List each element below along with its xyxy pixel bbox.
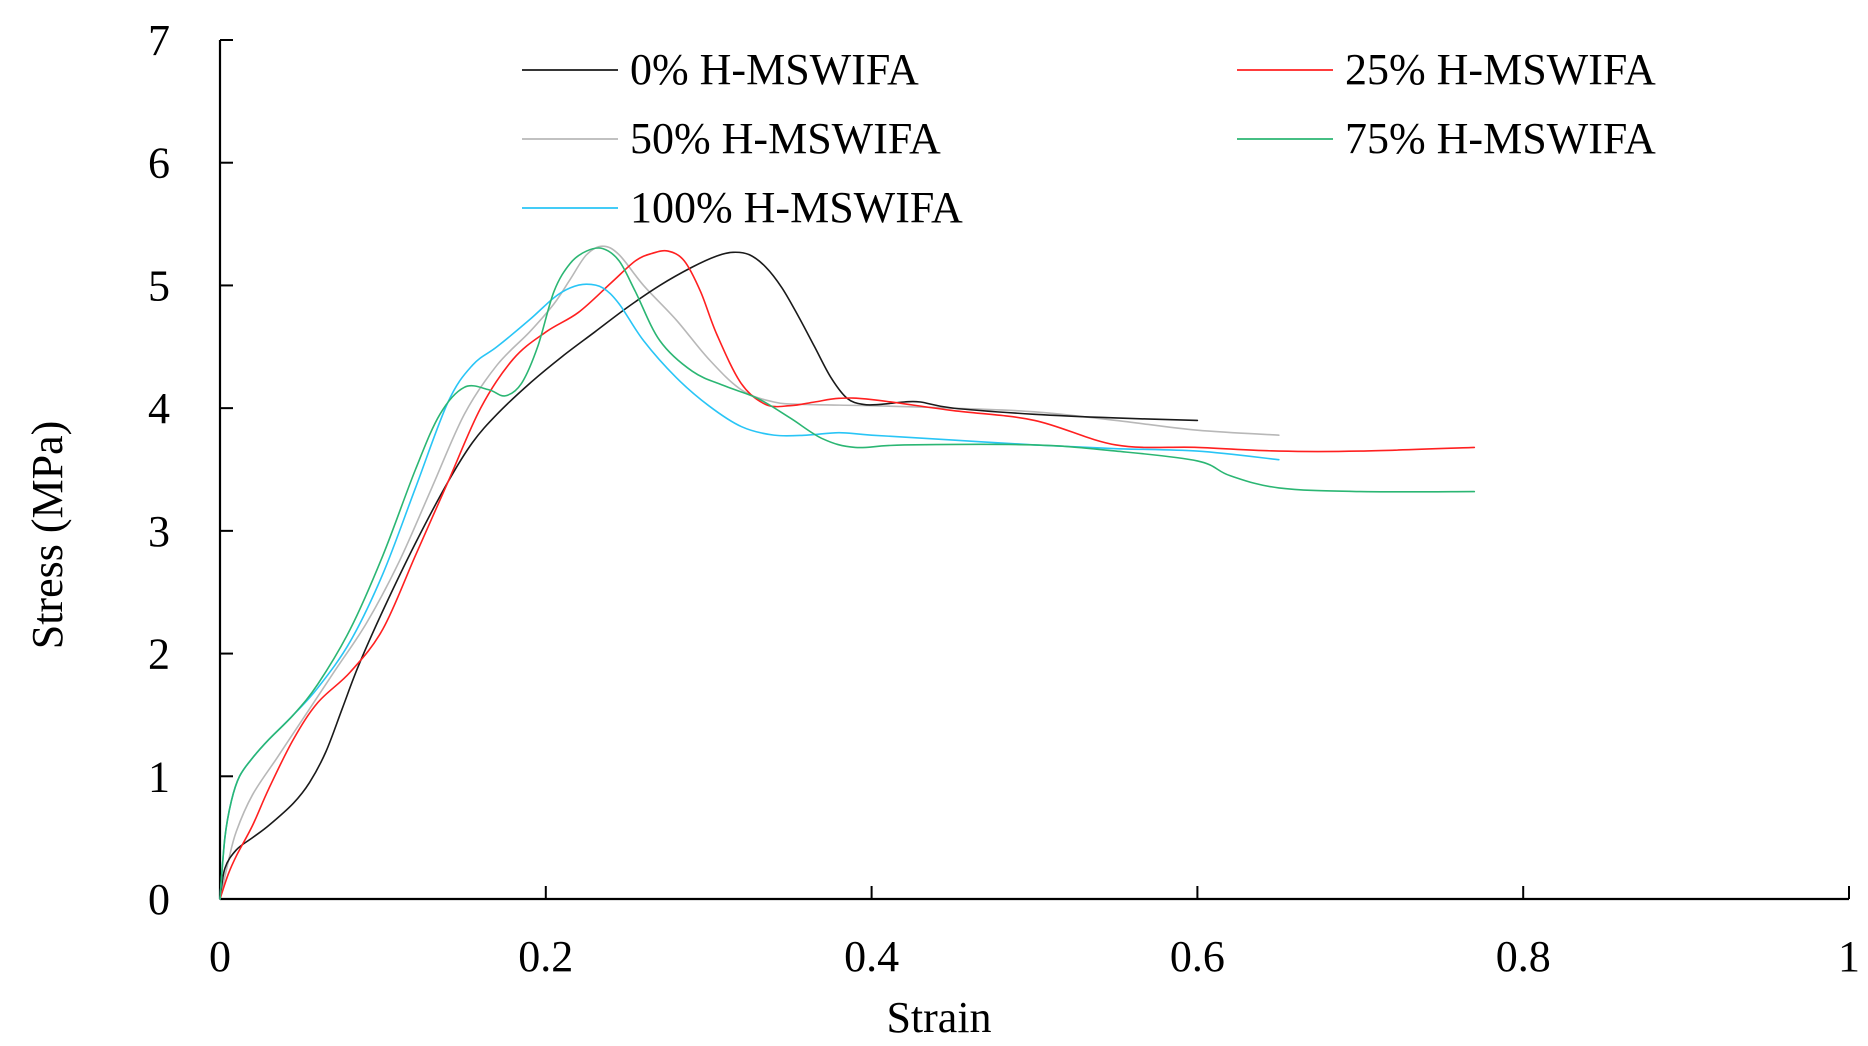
x-tick-label: 0.2 [518, 932, 573, 981]
y-tick-label: 1 [148, 752, 170, 801]
x-tick-label: 0.8 [1496, 932, 1551, 981]
y-tick-label: 7 [148, 16, 170, 65]
legend-label: 50% H-MSWIFA [630, 114, 941, 163]
series-line-0pct [219, 251, 1199, 900]
legend-item-100pct: 100% H-MSWIFA [522, 183, 963, 232]
y-tick-label: 5 [148, 261, 170, 310]
series-line-75pct [219, 247, 1476, 900]
y-tick-label: 0 [148, 875, 170, 924]
y-tick-label: 2 [148, 630, 170, 679]
legend-label: 100% H-MSWIFA [630, 183, 963, 232]
y-axis-title: Stress (MPa) [23, 421, 72, 650]
series-line-100pct [219, 283, 1280, 900]
x-tick-label: 0.6 [1170, 932, 1225, 981]
legend-item-0pct: 0% H-MSWIFA [522, 45, 919, 94]
legend-label: 75% H-MSWIFA [1345, 114, 1656, 163]
legend: 0% H-MSWIFA 25% H-MSWIFA 50% H-MSWIFA 75% H… [522, 45, 1656, 232]
legend-label: 25% H-MSWIFA [1345, 45, 1656, 94]
legend-item-50pct: 50% H-MSWIFA [522, 114, 941, 163]
series-line-25pct [219, 249, 1476, 900]
x-axis-title: Strain [886, 993, 991, 1041]
y-tick-label: 6 [148, 139, 170, 188]
x-tick-label: 1 [1838, 932, 1860, 981]
series-line-50pct [219, 245, 1280, 900]
legend-item-75pct: 75% H-MSWIFA [1237, 114, 1656, 163]
series-layer [219, 245, 1476, 900]
y-tick-label: 4 [148, 384, 170, 433]
x-tick-label: 0.4 [844, 932, 899, 981]
legend-item-25pct: 25% H-MSWIFA [1237, 45, 1656, 94]
axes-layer: 0 0.2 0.4 0.6 0.8 1 0 1 2 3 4 5 6 7 [148, 16, 1860, 981]
x-tick-label: 0 [209, 932, 231, 981]
y-tick-label: 3 [148, 507, 170, 556]
legend-label: 0% H-MSWIFA [630, 45, 919, 94]
